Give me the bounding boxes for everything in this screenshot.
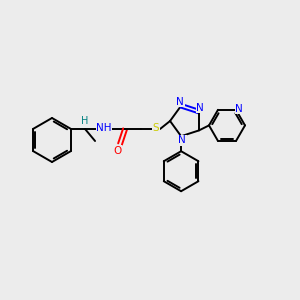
Text: N: N [178, 135, 186, 145]
Text: O: O [113, 146, 121, 156]
Text: N: N [196, 103, 204, 112]
Text: N: N [235, 104, 243, 114]
Text: H: H [81, 116, 89, 126]
Text: NH: NH [96, 123, 112, 133]
Text: S: S [153, 123, 159, 133]
Text: N: N [176, 97, 184, 107]
